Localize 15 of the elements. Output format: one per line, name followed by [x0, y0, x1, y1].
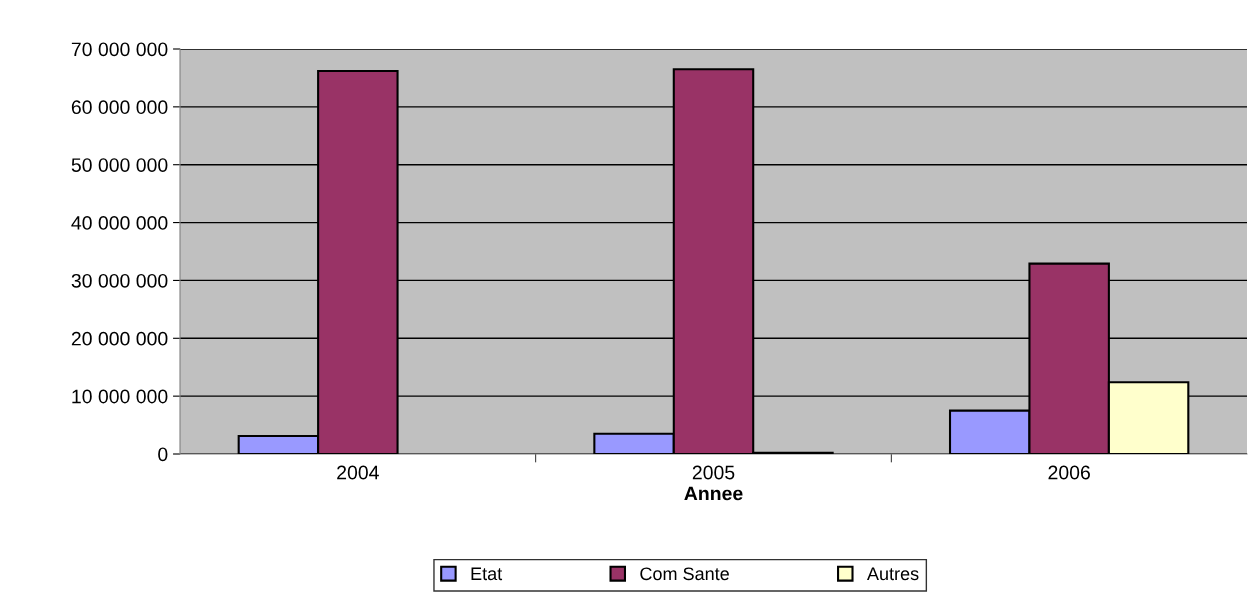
y-tick-label: 60 000 000	[71, 100, 168, 115]
x-axis-title: Annee	[684, 486, 743, 501]
y-tick-label: 0	[158, 447, 168, 462]
y-tick-label: 70 000 000	[71, 42, 168, 57]
x-tick-label: 2004	[337, 465, 379, 480]
legend-label: Etat	[471, 567, 503, 581]
y-tick-label: 30 000 000	[71, 273, 168, 288]
y-tick-label: 40 000 000	[71, 216, 168, 230]
x-tick-label: 2006	[1048, 465, 1090, 480]
x-tick-label: 2005	[692, 465, 735, 480]
y-tick-label: 10 000 000	[72, 389, 168, 404]
legend-label: Com Sante	[640, 567, 729, 581]
y-tick-label: 20 000 000	[71, 331, 168, 346]
y-tick-label: 50 000 000	[71, 158, 168, 172]
legend-label: Autres	[866, 567, 919, 581]
